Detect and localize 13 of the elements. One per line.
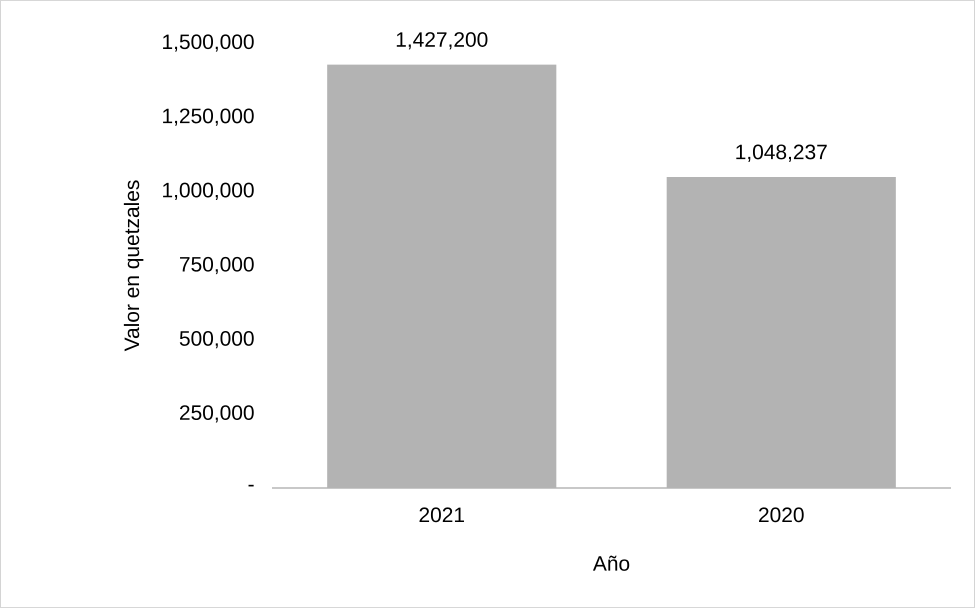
y-axis-title: Valor en quetzales (124, 180, 144, 352)
y-tick-label: 1,500,000 (163, 34, 254, 52)
y-tick-label: 500,000 (180, 331, 254, 348)
y-tick-label: 1,000,000 (163, 182, 254, 200)
x-tick-label: 2020 (759, 507, 804, 522)
data-label: 1,048,237 (736, 144, 827, 162)
y-tick-label: 250,000 (180, 405, 254, 422)
y-tick-label: 1,250,000 (163, 108, 254, 126)
x-axis-title: Año (592, 556, 630, 571)
y-tick-label: - (248, 484, 254, 486)
data-label: 1,427,200 (396, 32, 488, 50)
y-tick-label: 750,000 (180, 256, 254, 274)
x-tick-label: 2021 (420, 507, 464, 522)
